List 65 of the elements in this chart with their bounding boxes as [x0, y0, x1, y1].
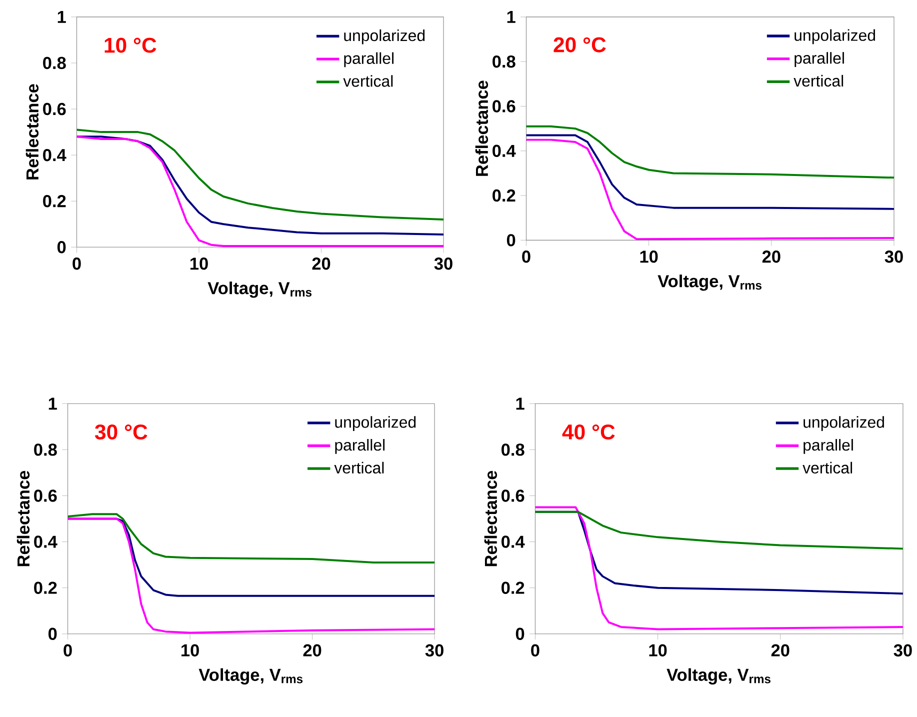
legend-label: parallel: [335, 439, 385, 454]
y-tick-label: 0.4: [502, 536, 525, 548]
y-tick-label: 0: [48, 628, 57, 640]
x-tick-label: 0: [531, 644, 540, 657]
y-tick-label: 0.8: [502, 444, 524, 456]
y-tick-label: 0: [57, 241, 66, 254]
y-axis-title: Reflectance: [475, 80, 488, 176]
line-series: [68, 513, 435, 564]
legend-label: vertical: [334, 462, 384, 474]
x-tick-label: 10: [190, 258, 208, 270]
x-tick-label: 30: [884, 250, 903, 264]
line-series: [526, 138, 894, 240]
legend-label: vertical: [802, 462, 852, 474]
x-tick-label: 30: [434, 258, 452, 270]
x-tick-label: 10: [649, 644, 667, 657]
y-tick-label: 0.6: [502, 490, 524, 502]
y-tick-label: 0: [516, 628, 524, 640]
x-tick-label: 30: [894, 644, 912, 657]
x-tick-label: 10: [640, 250, 658, 263]
legend-label: parallel: [344, 52, 394, 68]
y-tick-label: 0: [506, 234, 516, 247]
y-tick-label: 1: [516, 398, 524, 410]
y-axis-title: Reflectance: [26, 84, 39, 180]
y-tick-label: 0.6: [492, 100, 516, 113]
legend-label: parallel: [804, 439, 853, 454]
y-tick-label: 0.4: [43, 149, 66, 162]
annotation: 20 °C: [554, 37, 606, 53]
y-axis-title: Reflectance: [484, 471, 498, 566]
annotation: 10 °C: [104, 38, 156, 54]
y-tick-label: 0.4: [492, 144, 516, 158]
x-axis-title: Voltage, V$_{rms}$: [198, 668, 303, 685]
x-tick-label: 10: [182, 644, 199, 657]
annotation: 40 °C: [562, 424, 615, 440]
y-tick-label: 0.2: [43, 195, 66, 208]
y-tick-label: 0.6: [34, 490, 57, 502]
y-tick-label: 0.2: [34, 582, 57, 594]
x-tick-label: 20: [303, 644, 322, 657]
y-tick-label: 1: [48, 398, 57, 410]
legend-label: unpolarized: [804, 416, 884, 432]
legend-label: unpolarized: [794, 29, 876, 44]
y-tick-label: 0.8: [492, 56, 516, 68]
x-axis-title: Voltage, V$_{rms}$: [666, 668, 770, 685]
y-tick-label: 1: [58, 11, 66, 24]
line-series: [526, 126, 894, 179]
x-tick-label: 20: [312, 258, 330, 270]
y-tick-label: 1: [507, 11, 516, 24]
x-axis-title: Voltage, V$_{rms}$: [208, 282, 312, 298]
y-tick-label: 0.4: [34, 536, 58, 548]
y-tick-label: 0.8: [34, 444, 57, 456]
legend-label: unpolarized: [335, 416, 416, 432]
y-tick-label: 0.2: [502, 582, 524, 594]
x-tick-label: 20: [762, 250, 780, 263]
y-tick-label: 0.6: [43, 103, 66, 116]
legend-label: parallel: [794, 52, 844, 68]
legend-label: unpolarized: [344, 30, 425, 44]
y-axis-title: Reflectance: [16, 471, 30, 566]
y-tick-label: 0.8: [43, 57, 66, 70]
x-tick-label: 20: [771, 644, 790, 657]
x-tick-label: 30: [425, 644, 444, 657]
annotation: 30 °C: [94, 424, 148, 440]
x-tick-label: 0: [72, 258, 81, 270]
legend-label: vertical: [343, 75, 393, 88]
legend-label: vertical: [794, 75, 844, 87]
x-axis-title: Voltage, V$_{rms}$: [658, 274, 762, 291]
y-tick-label: 0.2: [492, 190, 516, 202]
